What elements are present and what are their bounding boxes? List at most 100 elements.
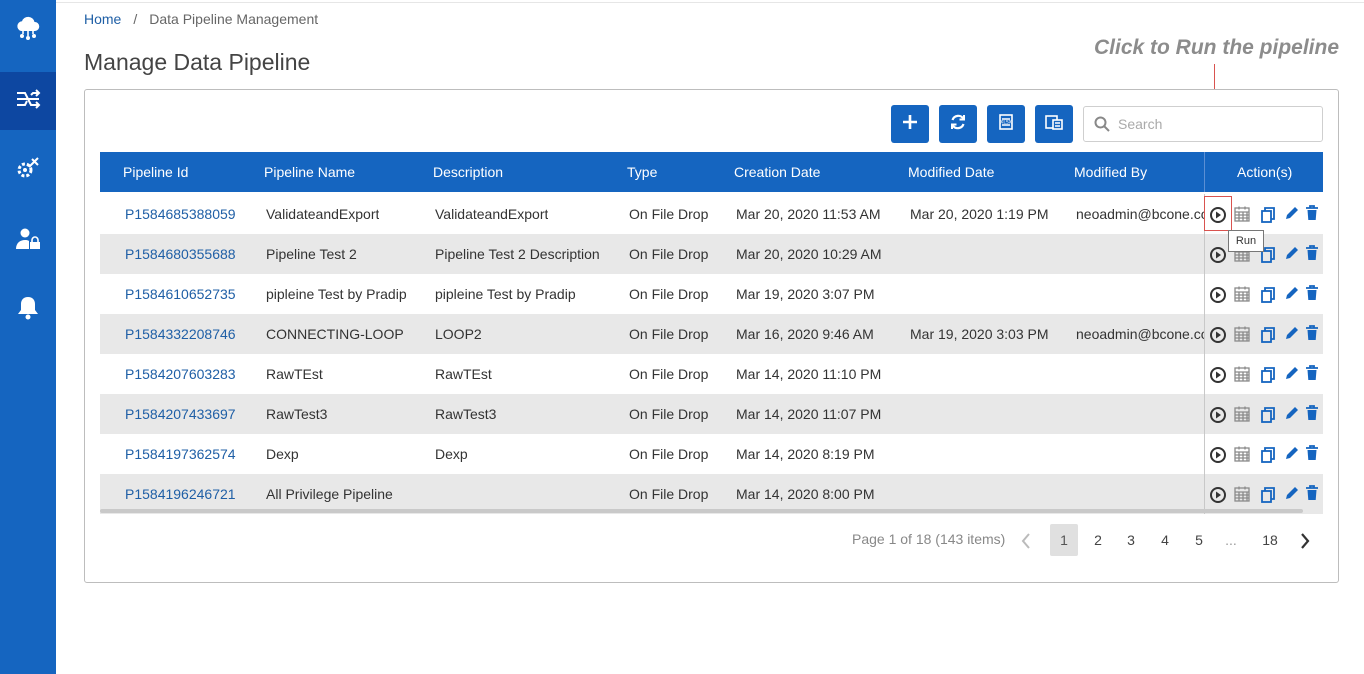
breadcrumb-separator: /: [133, 11, 138, 27]
next-page-icon[interactable]: [1299, 532, 1311, 555]
column-creation-date[interactable]: Creation Date: [734, 164, 821, 180]
copy-icon[interactable]: [1260, 486, 1276, 509]
table-row: P1584197362574 Dexp Dexp On File Drop Mar 14…: [100, 434, 1323, 474]
cell-creation-date: Mar 14, 2020 8:00 PM: [736, 486, 875, 502]
cell-pipeline-id[interactable]: P1584610652735: [125, 286, 236, 302]
cell-pipeline-id[interactable]: P1584685388059: [125, 206, 236, 222]
page-4[interactable]: 4: [1161, 532, 1169, 548]
table-row: P1584332208746 CONNECTING-LOOP LOOP2 On Fil…: [100, 314, 1323, 354]
delete-icon[interactable]: [1305, 325, 1319, 346]
delete-icon[interactable]: [1305, 285, 1319, 306]
cell-type: On File Drop: [629, 246, 709, 262]
edit-icon[interactable]: [1284, 445, 1300, 466]
refresh-button[interactable]: [939, 105, 977, 143]
cell-type: On File Drop: [629, 446, 709, 462]
delete-icon[interactable]: [1305, 245, 1319, 266]
sidebar-item-notifications[interactable]: [0, 281, 56, 339]
import-icon: [1044, 112, 1064, 137]
cell-pipeline-name: All Privilege Pipeline: [266, 486, 393, 502]
run-icon[interactable]: [1209, 486, 1227, 509]
schedule-icon[interactable]: [1233, 285, 1251, 308]
horizontal-scrollbar[interactable]: [100, 509, 1303, 513]
schedule-icon[interactable]: [1233, 365, 1251, 388]
sidebar-item-tools[interactable]: [0, 142, 56, 200]
pagination-info: Page 1 of 18 (143 items): [852, 531, 1006, 547]
cell-description: pipleine Test by Pradip: [435, 286, 576, 302]
page-1[interactable]: 1: [1050, 524, 1078, 556]
pipeline-icon: [14, 85, 42, 118]
actions-divider: [1204, 314, 1205, 354]
run-icon[interactable]: [1209, 246, 1227, 269]
copy-icon[interactable]: [1260, 366, 1276, 389]
page-title: Manage Data Pipeline: [84, 49, 311, 75]
search-input[interactable]: [1118, 107, 1314, 141]
column-pipeline-name[interactable]: Pipeline Name: [264, 164, 356, 180]
column-modified-date[interactable]: Modified Date: [908, 164, 995, 180]
sidebar-item-users[interactable]: [0, 212, 56, 270]
run-icon[interactable]: [1209, 446, 1227, 469]
cell-pipeline-name: ValidateandExport: [266, 206, 380, 222]
page-3[interactable]: 3: [1127, 532, 1135, 548]
cell-modified-date: Mar 19, 2020 3:03 PM: [910, 326, 1049, 342]
edit-icon[interactable]: [1284, 485, 1300, 506]
schedule-icon[interactable]: [1233, 205, 1251, 228]
edit-icon[interactable]: [1284, 285, 1300, 306]
prev-page-icon[interactable]: [1020, 532, 1032, 555]
run-icon[interactable]: [1209, 326, 1227, 349]
cell-type: On File Drop: [629, 286, 709, 302]
cell-pipeline-id[interactable]: P1584207603283: [125, 366, 236, 382]
breadcrumb-home[interactable]: Home: [84, 11, 122, 27]
edit-icon[interactable]: [1284, 325, 1300, 346]
delete-icon[interactable]: [1305, 445, 1319, 466]
delete-icon[interactable]: [1305, 365, 1319, 386]
add-pipeline-button[interactable]: [891, 105, 929, 143]
run-icon[interactable]: [1209, 206, 1227, 229]
page-18[interactable]: 18: [1262, 532, 1278, 548]
edit-icon[interactable]: [1284, 245, 1300, 266]
copy-icon[interactable]: [1260, 246, 1276, 269]
copy-icon[interactable]: [1260, 406, 1276, 429]
cell-pipeline-id[interactable]: P1584332208746: [125, 326, 236, 342]
schedule-icon[interactable]: [1233, 485, 1251, 508]
run-icon[interactable]: [1209, 286, 1227, 309]
export-xlsx-button[interactable]: XLSX: [987, 105, 1025, 143]
cell-pipeline-id[interactable]: P1584197362574: [125, 446, 236, 462]
edit-icon[interactable]: [1284, 365, 1300, 386]
delete-icon[interactable]: [1305, 485, 1319, 506]
cell-description: RawTest3: [435, 406, 497, 422]
cell-modified-by: [1076, 474, 1204, 514]
edit-icon[interactable]: [1284, 405, 1300, 426]
page-5[interactable]: 5: [1195, 532, 1203, 548]
top-divider: [56, 2, 1364, 3]
schedule-icon[interactable]: [1233, 445, 1251, 468]
copy-icon[interactable]: [1260, 326, 1276, 349]
run-icon[interactable]: [1209, 406, 1227, 429]
column-type[interactable]: Type: [627, 164, 658, 180]
edit-icon[interactable]: [1284, 205, 1300, 226]
column-actions: Action(s): [1237, 164, 1293, 180]
schedule-icon[interactable]: [1233, 405, 1251, 428]
run-icon[interactable]: [1209, 366, 1227, 389]
cell-modified-by: neoadmin@bcone.co: [1076, 206, 1204, 222]
copy-icon[interactable]: [1260, 446, 1276, 469]
cell-type: On File Drop: [629, 366, 709, 382]
cell-description: Pipeline Test 2 Description: [435, 246, 600, 262]
column-modified-by[interactable]: Modified By: [1074, 164, 1148, 180]
row-actions: [1208, 274, 1320, 314]
copy-icon[interactable]: [1260, 206, 1276, 229]
cell-pipeline-id[interactable]: P1584196246721: [125, 486, 236, 502]
user-lock-icon: [14, 225, 42, 258]
column-description[interactable]: Description: [433, 164, 504, 180]
cell-pipeline-id[interactable]: P1584207433697: [125, 406, 236, 422]
delete-icon[interactable]: [1305, 405, 1319, 426]
sidebar-item-home[interactable]: [0, 3, 56, 61]
table-row: P1584680355688 Pipeline Test 2 Pipeline Te…: [100, 234, 1323, 274]
copy-icon[interactable]: [1260, 286, 1276, 309]
delete-icon[interactable]: [1305, 205, 1319, 226]
import-button[interactable]: [1035, 105, 1073, 143]
page-2[interactable]: 2: [1094, 532, 1102, 548]
column-pipeline-id[interactable]: Pipeline Id: [123, 164, 189, 180]
sidebar-item-pipeline[interactable]: [0, 72, 56, 130]
schedule-icon[interactable]: [1233, 325, 1251, 348]
cell-pipeline-id[interactable]: P1584680355688: [125, 246, 236, 262]
